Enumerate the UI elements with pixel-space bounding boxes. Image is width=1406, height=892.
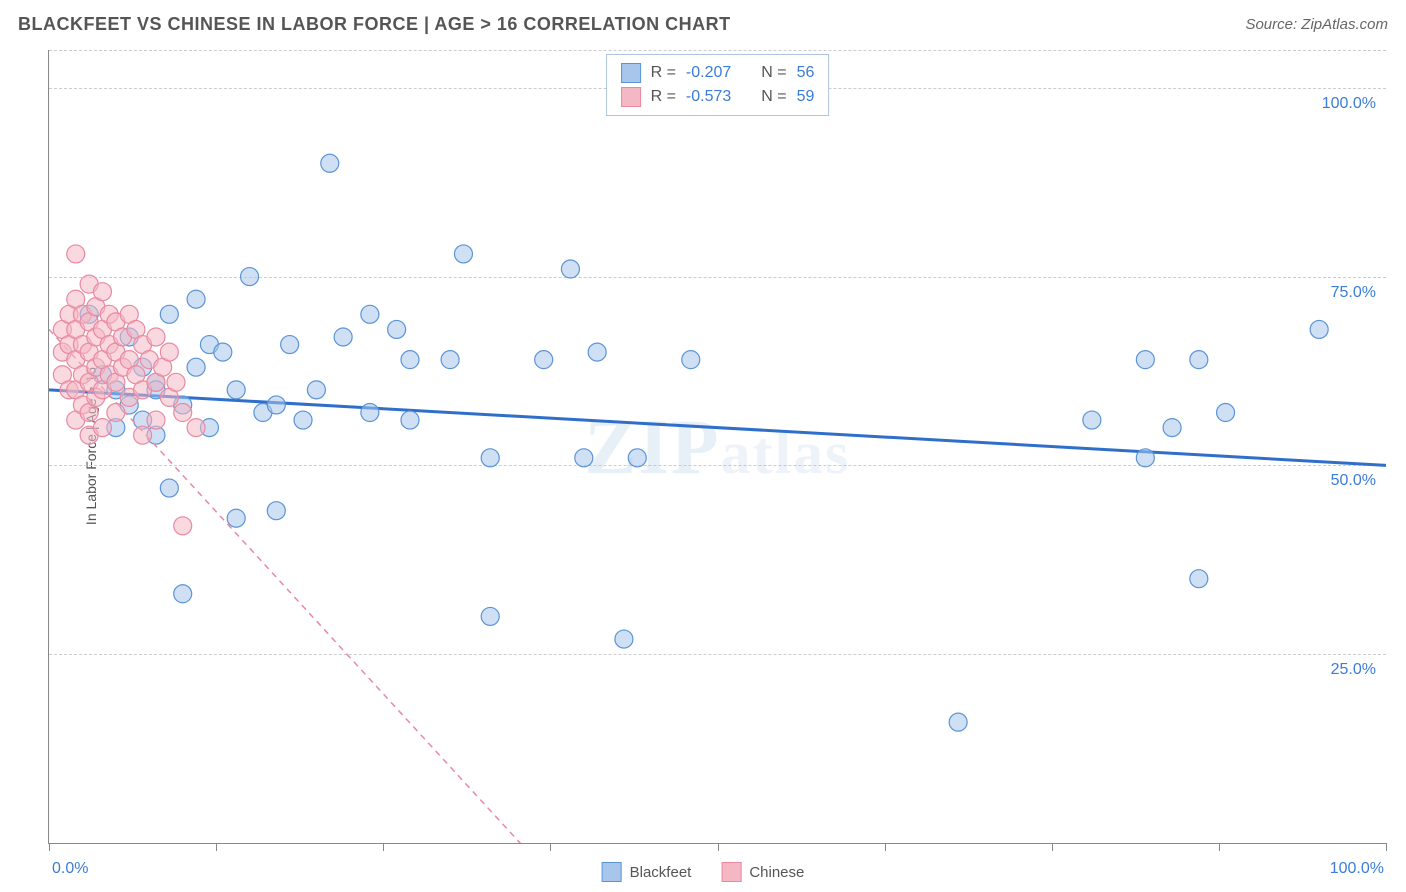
data-point	[227, 381, 245, 399]
legend-item: Chinese	[721, 862, 804, 882]
data-point	[334, 328, 352, 346]
data-point	[241, 268, 259, 286]
legend-swatch	[621, 87, 641, 107]
legend-swatch	[721, 862, 741, 882]
data-point	[321, 154, 339, 172]
n-value: 59	[797, 88, 815, 106]
data-point	[588, 343, 606, 361]
n-label: N =	[761, 88, 786, 106]
data-point	[1136, 351, 1154, 369]
data-point	[267, 396, 285, 414]
r-value: -0.573	[686, 88, 731, 106]
r-label: R =	[651, 88, 676, 106]
data-point	[93, 419, 111, 437]
data-point	[481, 607, 499, 625]
legend-label: Chinese	[749, 864, 804, 881]
data-point	[481, 449, 499, 467]
data-point	[401, 411, 419, 429]
data-point	[1163, 419, 1181, 437]
data-point	[214, 343, 232, 361]
x-tick	[49, 843, 50, 851]
data-point	[401, 351, 419, 369]
chart-title: BLACKFEET VS CHINESE IN LABOR FORCE | AG…	[18, 14, 731, 35]
data-point	[174, 404, 192, 422]
data-point	[1083, 411, 1101, 429]
data-point	[227, 509, 245, 527]
data-point	[187, 419, 205, 437]
data-point	[160, 305, 178, 323]
data-point	[187, 358, 205, 376]
data-point	[1190, 351, 1208, 369]
x-tick	[1386, 843, 1387, 851]
data-point	[107, 404, 125, 422]
x-tick	[718, 843, 719, 851]
data-point	[454, 245, 472, 263]
data-point	[441, 351, 459, 369]
data-point	[1190, 570, 1208, 588]
data-point	[361, 404, 379, 422]
n-value: 56	[797, 64, 815, 82]
data-point	[160, 479, 178, 497]
legend-swatch	[621, 63, 641, 83]
x-axis-max-label: 100.0%	[1330, 860, 1384, 878]
n-label: N =	[761, 64, 786, 82]
data-point	[134, 426, 152, 444]
data-point	[388, 320, 406, 338]
data-point	[1310, 320, 1328, 338]
data-point	[67, 245, 85, 263]
data-point	[561, 260, 579, 278]
data-point	[187, 290, 205, 308]
scatter-svg	[49, 50, 1386, 843]
x-tick	[550, 843, 551, 851]
correlation-legend-row: R = -0.573 N = 59	[621, 85, 815, 109]
legend-swatch	[602, 862, 622, 882]
x-tick	[1052, 843, 1053, 851]
data-point	[174, 585, 192, 603]
x-tick	[1219, 843, 1220, 851]
data-point	[174, 517, 192, 535]
correlation-legend-row: R = -0.207 N = 56	[621, 61, 815, 85]
r-label: R =	[651, 64, 676, 82]
data-point	[535, 351, 553, 369]
data-point	[147, 411, 165, 429]
trend-line	[49, 390, 1386, 466]
data-point	[167, 373, 185, 391]
series-legend: Blackfeet Chinese	[602, 862, 805, 882]
data-point	[1217, 404, 1235, 422]
trend-line	[49, 329, 1386, 843]
x-tick	[885, 843, 886, 851]
data-point	[1136, 449, 1154, 467]
data-point	[93, 283, 111, 301]
data-point	[267, 502, 285, 520]
r-value: -0.207	[686, 64, 731, 82]
data-point	[307, 381, 325, 399]
data-point	[615, 630, 633, 648]
data-point	[294, 411, 312, 429]
data-point	[575, 449, 593, 467]
legend-label: Blackfeet	[630, 864, 692, 881]
data-point	[147, 328, 165, 346]
data-point	[160, 343, 178, 361]
data-point	[682, 351, 700, 369]
x-tick	[383, 843, 384, 851]
data-point	[361, 305, 379, 323]
legend-item: Blackfeet	[602, 862, 692, 882]
correlation-legend: R = -0.207 N = 56 R = -0.573 N = 59	[606, 54, 830, 116]
plot-area: ZIPatlas R = -0.207 N = 56 R = -0.573 N …	[48, 50, 1386, 844]
x-tick	[216, 843, 217, 851]
data-point	[628, 449, 646, 467]
x-axis-min-label: 0.0%	[52, 860, 88, 878]
data-point	[281, 336, 299, 354]
source-attribution: Source: ZipAtlas.com	[1245, 16, 1388, 33]
data-point	[949, 713, 967, 731]
